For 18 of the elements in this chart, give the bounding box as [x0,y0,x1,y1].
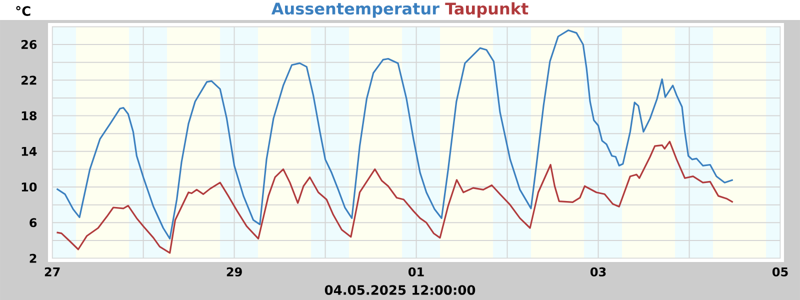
y-tick-label: 14 [22,147,37,156]
x-tick-label: 01 [408,267,424,276]
text: Taupunkt [445,2,528,18]
y-tick-label: 22 [21,76,36,85]
x-tick-label: 03 [590,267,606,276]
y-tick-label: 10 [22,182,37,192]
text: Aussentemperatur [271,2,440,18]
x-tick-label: 05 [772,267,788,276]
line-series [56,29,734,240]
y-axis-title: °C [16,6,30,16]
line-series [56,140,734,254]
y-tick-label: 18 [22,111,37,120]
x-tick-label: 29 [226,267,242,276]
x-tick-label: 27 [44,267,60,276]
y-tick-label: 26 [21,40,37,50]
text: 04.05.2025 12:00:00 [324,285,476,295]
y-tick-label: 6 [30,218,37,228]
y-tick-label: 2 [30,254,36,263]
